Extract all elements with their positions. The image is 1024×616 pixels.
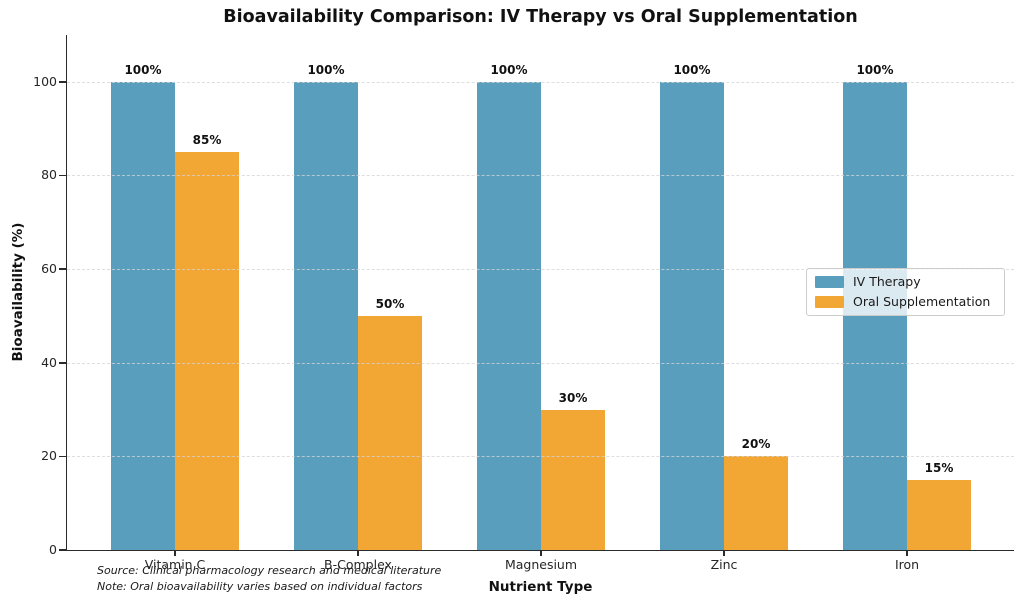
bar-iv-therapy-b-complex [294, 81, 358, 550]
y-tick-mark-20 [59, 455, 66, 458]
bar-oral-supplementation-vitamin-c [175, 152, 239, 550]
bar-oral-supplementation-zinc [724, 456, 788, 550]
x-tick-mark-vitamin-c [174, 550, 176, 556]
bar-value-label-oral-supplementation-vitamin-c: 85% [192, 133, 222, 148]
plot-area: 100% 85% 100% 50% 100% 30% 100% 20% 100% 15% [67, 35, 1014, 550]
y-tick-label-0: 0 [49, 542, 57, 557]
x-tick-label-vitamin-c: Vitamin C [144, 557, 206, 572]
y-tick-mark-40 [59, 361, 66, 364]
y-axis-line [65, 35, 68, 551]
bar-value-label-iv-therapy-vitamin-c: 100% [124, 62, 162, 77]
legend-label-oral-supplementation: Oral Supplementation [853, 294, 991, 309]
bar-value-label-iv-therapy-iron: 100% [856, 62, 894, 77]
bar-value-label-iv-therapy-zinc: 100% [673, 62, 711, 77]
bar-iv-therapy-magnesium [477, 81, 541, 550]
x-tick-mark-b-complex [357, 550, 359, 556]
gridline-100 [67, 81, 1014, 83]
bar-oral-supplementation-magnesium [541, 409, 605, 550]
bar-value-label-iv-therapy-b-complex: 100% [307, 62, 345, 77]
bar-value-label-oral-supplementation-zinc: 20% [741, 437, 771, 452]
bar-value-label-iv-therapy-magnesium: 100% [490, 62, 528, 77]
gridline-40 [67, 362, 1014, 364]
bar-iv-therapy-zinc [660, 81, 724, 550]
y-tick-label-100: 100 [33, 73, 57, 89]
x-tick-label-b-complex: B-Complex [324, 557, 392, 572]
bar-iv-therapy-vitamin-c [111, 81, 175, 550]
x-tick-mark-magnesium [540, 550, 542, 556]
legend-item-iv-therapy: IV Therapy [815, 274, 996, 290]
gridline-60 [67, 269, 1014, 271]
y-axis-title: Bioavailability (%) [10, 222, 26, 362]
y-tick-mark-80 [59, 174, 66, 177]
bar-value-label-oral-supplementation-magnesium: 30% [558, 390, 588, 405]
gridline-80 [67, 175, 1014, 177]
bar-value-label-oral-supplementation-iron: 15% [924, 460, 954, 475]
x-tick-label-zinc: Zinc [710, 557, 738, 572]
x-tick-label-magnesium: Magnesium [504, 557, 578, 572]
y-tick-label-80: 80 [41, 167, 57, 183]
y-tick-label-40: 40 [41, 354, 57, 370]
x-axis-line [65, 549, 1014, 552]
legend-swatch-oral-supplementation [815, 296, 844, 308]
legend-label-iv-therapy: IV Therapy [853, 274, 921, 289]
bar-value-label-oral-supplementation-b-complex: 50% [375, 296, 405, 311]
source-note: Source: Clinical pharmacology research a… [97, 564, 442, 577]
y-tick-label-60: 60 [41, 261, 57, 277]
y-tick-label-20: 20 [41, 448, 57, 464]
bar-oral-supplementation-iron [907, 479, 971, 550]
x-tick-mark-iron [906, 550, 908, 556]
legend-item-oral-supplementation: Oral Supplementation [815, 294, 996, 310]
y-tick-mark-100 [59, 81, 66, 83]
bar-oral-supplementation-b-complex [358, 315, 422, 550]
x-tick-label-iron: Iron [894, 557, 920, 572]
disclaimer-note: Note: Oral bioavailability varies based … [97, 580, 423, 593]
y-tick-mark-0 [59, 549, 66, 551]
x-tick-mark-zinc [723, 550, 725, 556]
chart-title: Bioavailability Comparison: IV Therapy v… [223, 7, 858, 27]
legend: IV Therapy Oral Supplementation [806, 268, 1005, 316]
y-tick-mark-60 [59, 268, 66, 270]
gridline-20 [67, 456, 1014, 458]
x-axis-title: Nutrient Type [488, 579, 593, 595]
legend-swatch-iv-therapy [815, 276, 844, 288]
